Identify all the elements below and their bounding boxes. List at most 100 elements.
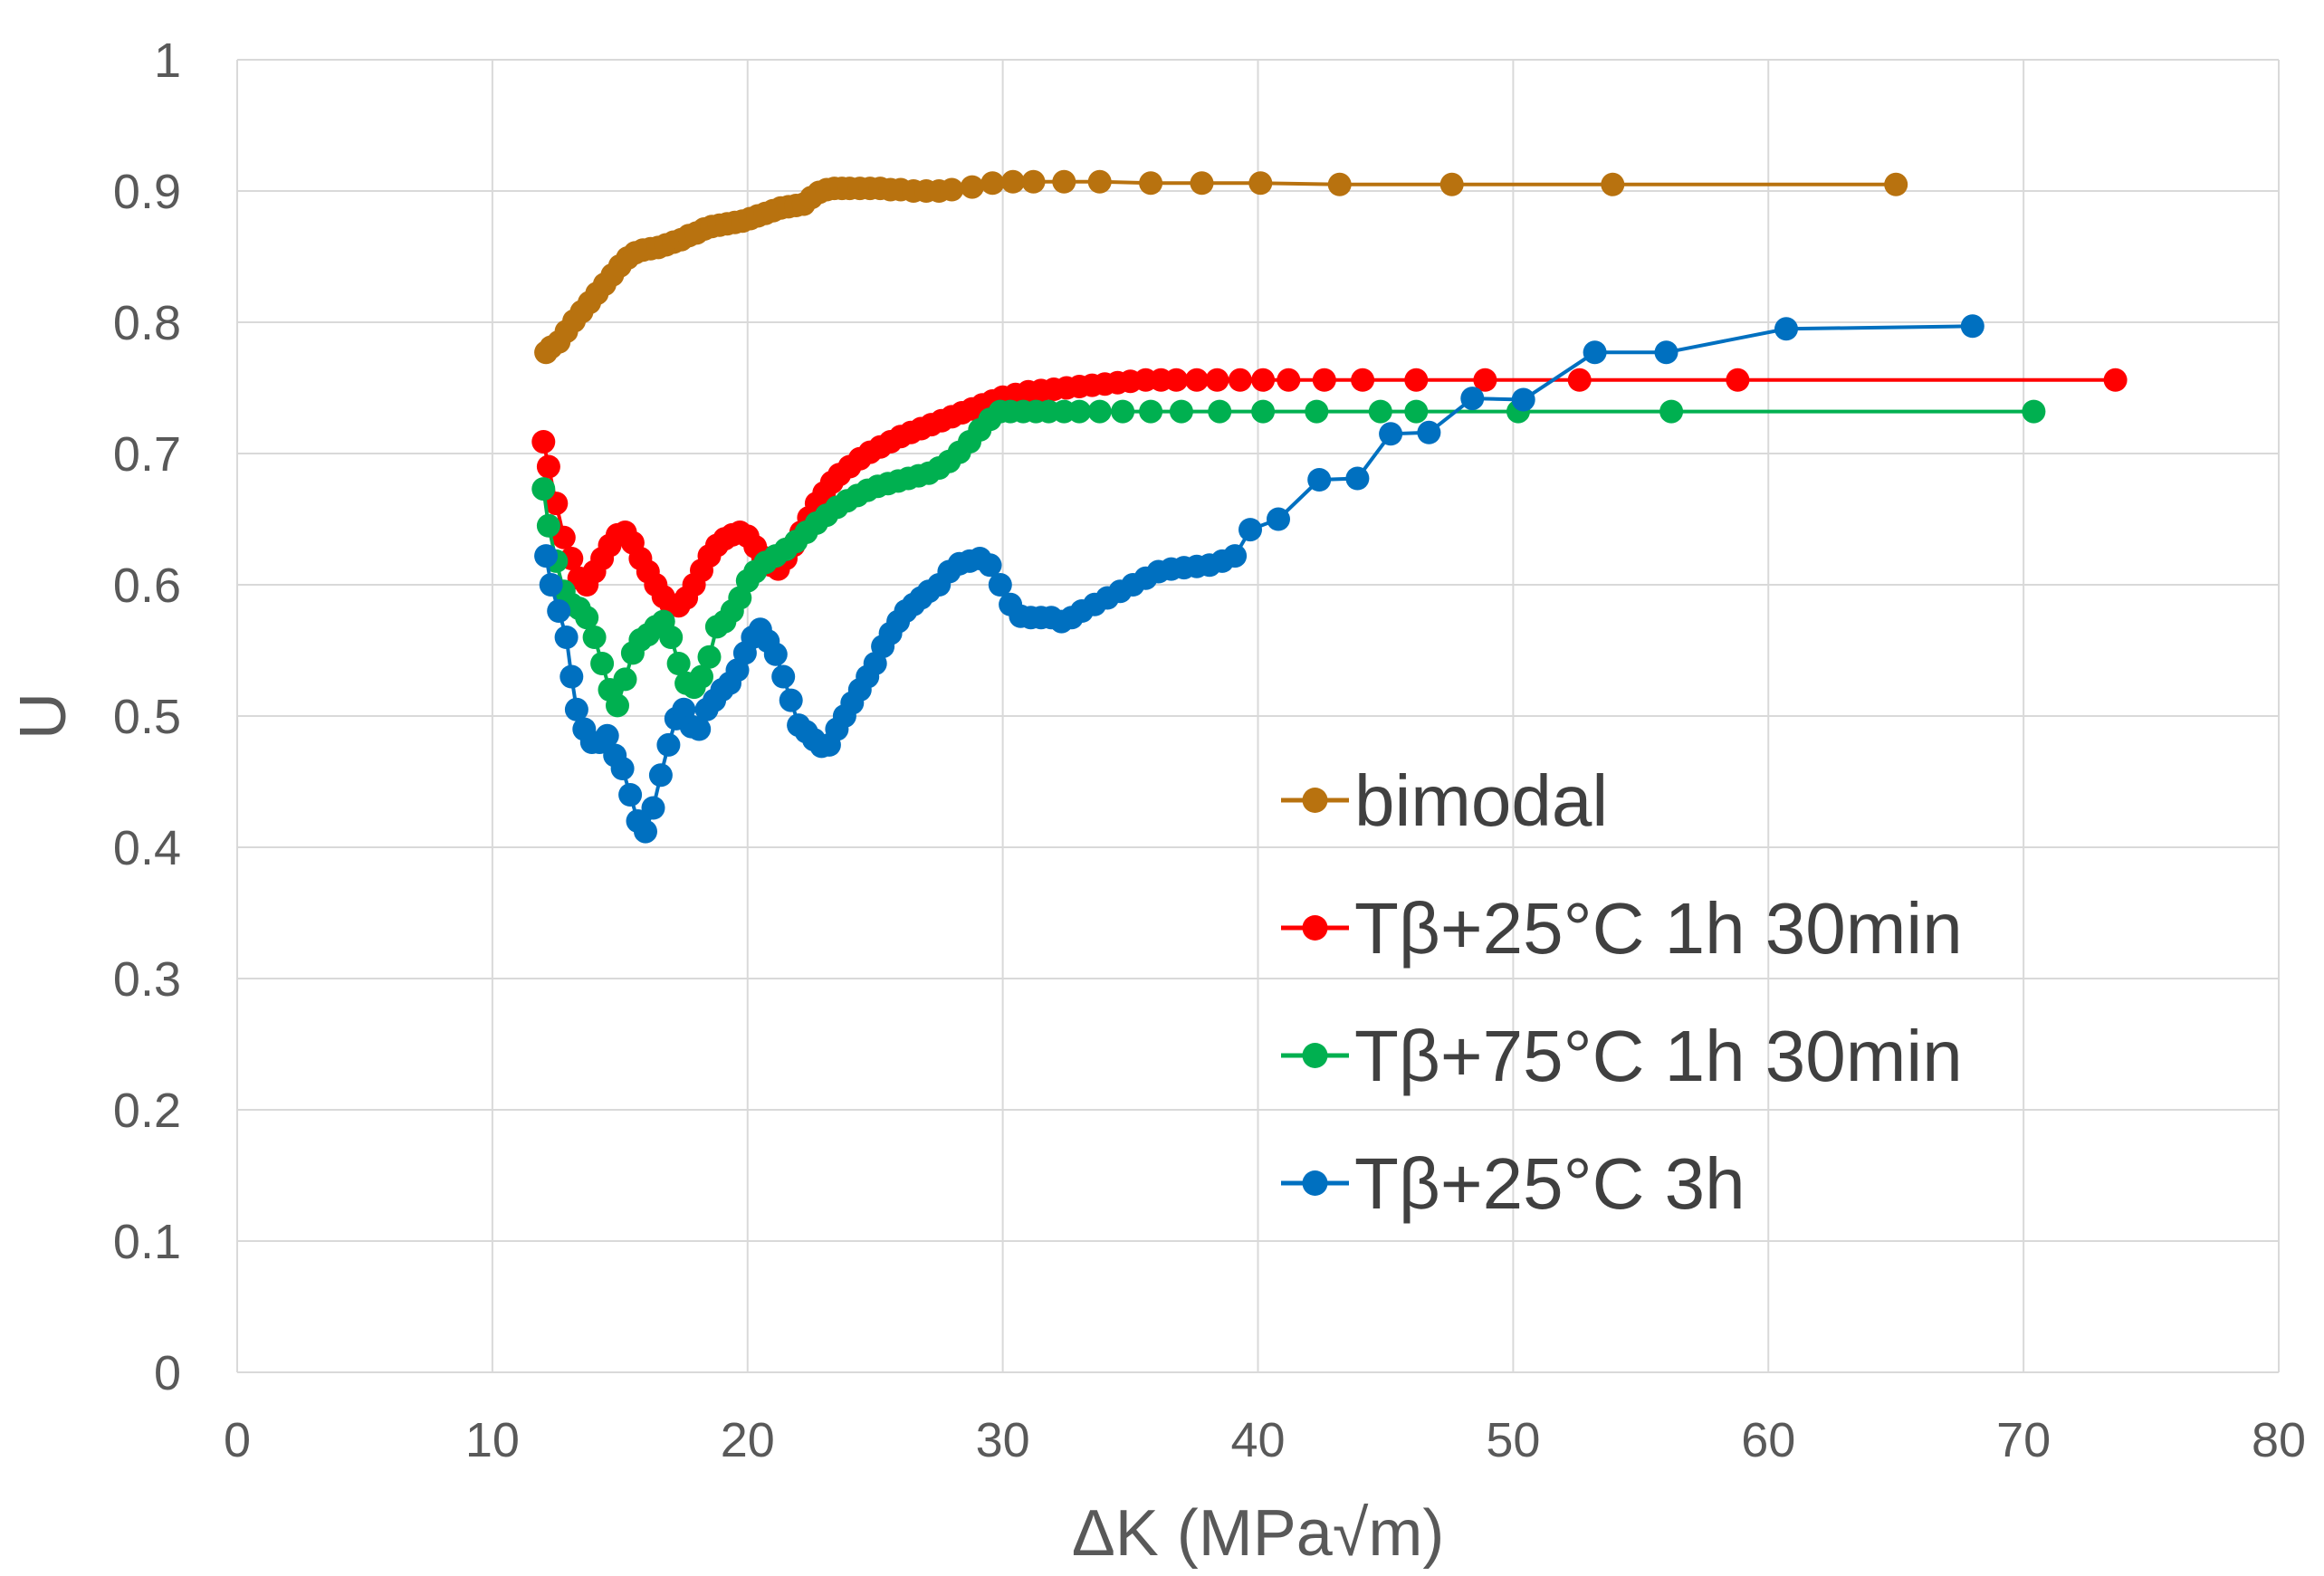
data-point xyxy=(1139,399,1163,424)
data-point xyxy=(1439,172,1464,196)
data-point xyxy=(559,664,584,689)
data-point xyxy=(1052,169,1076,194)
data-point xyxy=(1351,368,1375,392)
data-point xyxy=(697,645,722,669)
data-point xyxy=(1164,368,1189,392)
data-point xyxy=(531,477,556,501)
data-point xyxy=(1208,399,1232,424)
data-point xyxy=(634,819,657,844)
x-tick-label: 0 xyxy=(224,1413,251,1467)
y-tick-label: 0.9 xyxy=(113,165,181,219)
data-point xyxy=(1267,507,1290,531)
data-point xyxy=(1511,387,1535,412)
data-point xyxy=(988,573,1012,597)
data-point xyxy=(690,664,713,689)
data-point xyxy=(648,763,673,788)
data-point xyxy=(1251,399,1276,424)
x-tick-label: 10 xyxy=(465,1413,520,1467)
data-point xyxy=(1312,368,1336,392)
data-point xyxy=(1111,399,1135,424)
data-point xyxy=(1659,399,1684,424)
data-point xyxy=(656,732,681,757)
y-tick-label: 0.3 xyxy=(113,952,181,1007)
data-point xyxy=(1654,340,1678,365)
data-point xyxy=(641,796,665,820)
x-tick-label: 70 xyxy=(1996,1413,2051,1467)
data-point xyxy=(1307,468,1332,492)
data-point xyxy=(1248,171,1273,196)
gridlines xyxy=(236,59,2280,1373)
x-tick-label: 40 xyxy=(1230,1413,1285,1467)
data-point xyxy=(1327,172,1352,196)
data-point xyxy=(1774,317,1798,341)
data-point xyxy=(536,513,560,538)
data-point xyxy=(1000,169,1025,194)
data-point xyxy=(590,652,615,675)
data-point xyxy=(978,553,1002,578)
y-tick-label: 0.4 xyxy=(113,821,181,875)
x-tick-label: 20 xyxy=(721,1413,775,1467)
legend-item: Tβ+75°C 1h 30min xyxy=(1281,1016,1963,1096)
data-point xyxy=(606,693,629,718)
data-point xyxy=(564,697,588,721)
data-point xyxy=(1460,387,1485,411)
data-point xyxy=(1345,466,1370,491)
data-point xyxy=(1379,422,1403,446)
y-tick-label: 1 xyxy=(154,33,181,88)
legend-item: Tβ+25°C 3h xyxy=(1281,1143,1745,1224)
data-point xyxy=(539,573,563,597)
data-point xyxy=(547,599,571,623)
data-point xyxy=(595,723,619,748)
legend-label: Tβ+75°C 1h 30min xyxy=(1354,1016,1963,1096)
data-point xyxy=(687,717,712,741)
data-point xyxy=(1305,399,1329,424)
data-point xyxy=(582,626,607,649)
y-tick-label: 0 xyxy=(154,1346,181,1400)
y-tick-label: 0.5 xyxy=(113,690,181,744)
legend: bimodal Tβ+25°C 1h 30min Tβ+75°C 1h 30min T… xyxy=(1281,760,1963,1224)
series-bimodal xyxy=(534,169,1908,365)
data-point xyxy=(554,626,579,649)
data-point xyxy=(536,454,560,479)
data-point xyxy=(1251,368,1276,392)
data-point xyxy=(610,757,635,780)
data-point xyxy=(1239,518,1262,542)
data-point xyxy=(534,544,559,568)
data-point xyxy=(1223,544,1248,568)
legend-marker xyxy=(1302,915,1328,941)
series-t-25-c-3h xyxy=(534,314,1984,844)
legend-marker xyxy=(1302,788,1328,813)
y-tick-label: 0.1 xyxy=(113,1215,181,1269)
legend-label: bimodal xyxy=(1354,760,1608,841)
data-point xyxy=(1567,368,1592,392)
data-point xyxy=(1067,399,1092,424)
data-point xyxy=(1417,420,1441,444)
data-point xyxy=(1960,314,1984,339)
data-point xyxy=(1726,368,1750,392)
data-point xyxy=(779,688,803,712)
data-point xyxy=(2103,368,2128,392)
x-tick-label: 60 xyxy=(1741,1413,1795,1467)
data-point xyxy=(1205,368,1229,392)
data-point xyxy=(1601,172,1625,196)
y-tick-label: 0.8 xyxy=(113,296,181,350)
legend-item: Tβ+25°C 1h 30min xyxy=(1281,888,1963,969)
data-point xyxy=(1277,368,1301,392)
series-t-25-c-1h-30min xyxy=(531,368,2128,618)
y-axis-title: U xyxy=(7,692,80,740)
x-tick-label: 50 xyxy=(1486,1413,1540,1467)
legend-marker xyxy=(1302,1170,1328,1196)
data-point xyxy=(763,642,788,666)
data-point xyxy=(1368,399,1392,424)
y-tick-label: 0.7 xyxy=(113,427,181,482)
data-point xyxy=(1169,399,1193,424)
x-tick-label: 30 xyxy=(976,1413,1030,1467)
legend-marker xyxy=(1302,1043,1328,1068)
legend-label: Tβ+25°C 1h 30min xyxy=(1354,888,1963,969)
data-point xyxy=(1884,172,1908,196)
data-point xyxy=(618,783,643,807)
data-point xyxy=(1473,368,1497,392)
data-point xyxy=(1583,340,1607,365)
